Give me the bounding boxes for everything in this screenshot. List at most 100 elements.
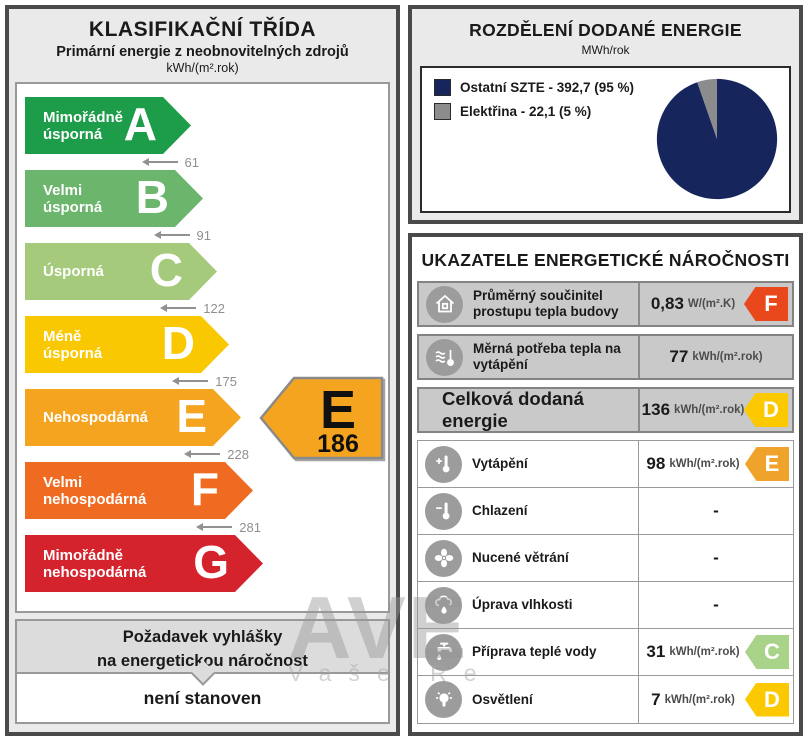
indicator-label: Osvětlení: [472, 691, 533, 707]
house-icon: [426, 285, 463, 323]
class-badge: E: [745, 447, 789, 481]
legend-label: Ostatní SZTE - 392,7 (95 %): [460, 80, 635, 95]
indicator-label-cell: Osvětlení: [418, 676, 639, 723]
rating-arrow-shape: [259, 376, 384, 460]
indicator-unit: W/(m².K): [687, 298, 736, 310]
indicator-row: Měrná potřeba tepla na vytápění 77 kWh/(…: [417, 334, 794, 380]
class-letter: E: [176, 389, 207, 442]
indicator-value-cell: 98 kWh/(m².rok) E: [639, 441, 793, 487]
indicator-value: 31: [646, 642, 666, 661]
panel-subtitle: Primární energie z neobnovitelných zdroj…: [56, 44, 349, 60]
energy-distribution-header: ROZDĚLENÍ DODANÉ ENERGIE MWh/rok: [412, 9, 799, 57]
indicator-label: Celková dodaná energie: [442, 388, 584, 431]
pie-chart: [656, 78, 778, 200]
indicators-panel: UKAZATELE ENERGETICKÉ NÁROČNOSTI Průměrn…: [408, 233, 803, 736]
class-label: Mimořádně úsporná: [43, 108, 124, 143]
class-threshold: 228: [25, 446, 249, 462]
indicator-value: -: [713, 501, 719, 520]
indicator-row: Chlazení -: [418, 488, 793, 535]
indicator-value-cell: -: [639, 488, 793, 534]
legend-swatch: [434, 79, 451, 96]
indicator-value: -: [713, 595, 719, 614]
hot-water-icon: [425, 633, 462, 671]
left-arrow-icon: [184, 450, 221, 458]
classification-panel: KLASIFIKAČNÍ TŘÍDA Primární energie z ne…: [5, 5, 400, 736]
left-arrow-icon: [141, 158, 178, 166]
class-label: Úsporná: [43, 263, 104, 280]
indicator-value-cell: -: [639, 535, 793, 581]
indicator-value: 77: [669, 347, 689, 366]
indicator-label: Chlazení: [472, 503, 528, 518]
threshold-value: 228: [227, 446, 249, 462]
class-label: Nehospodárná: [43, 409, 149, 426]
indicator-row: Osvětlení 7 kWh/(m².rok) D: [418, 676, 793, 723]
pie-slice-Ostatní SZTE: [656, 78, 778, 200]
class-letter: A: [123, 97, 157, 150]
fan-icon: [425, 539, 462, 577]
indicator-unit: kWh/(m².rok): [669, 646, 740, 658]
indicator-unit: kWh/(m².rok): [674, 404, 745, 416]
indicator-row: Příprava teplé vody 31 kWh/(m².rok) C: [418, 629, 793, 676]
class-label: Velmi úsporná: [43, 181, 103, 216]
indicator-label-cell: Celková dodaná energie: [419, 388, 640, 431]
requirement-line1: Požadavek vyhlášky: [122, 628, 283, 646]
indicator-label-cell: Nucené větrání: [418, 535, 639, 581]
class-badge: D: [744, 393, 788, 427]
heating-waves-icon: [426, 338, 463, 376]
indicator-row: Průměrný součinitel prostupu tepla budov…: [417, 281, 794, 327]
class-badge: C: [745, 635, 789, 669]
threshold-value: 281: [239, 519, 261, 535]
class-letter: G: [193, 535, 229, 588]
left-arrow-icon: [172, 377, 209, 385]
indicator-unit: kWh/(m².rok): [692, 351, 763, 363]
class-arrow-d: Méně úsporná D: [25, 316, 229, 373]
indicator-value-cell: 136 kWh/(m².rok) D: [640, 389, 792, 431]
indicator-value: -: [713, 548, 719, 567]
classification-header: KLASIFIKAČNÍ TŘÍDA Primární energie z ne…: [9, 9, 396, 75]
threshold-value: 91: [196, 227, 211, 243]
indicator-label-cell: Měrná potřeba tepla na vytápění: [419, 336, 640, 378]
class-threshold: 281: [25, 519, 261, 535]
class-arrow-e: Nehospodárná E: [25, 389, 241, 446]
requirement-box: Požadavek vyhlášky na energetickou nároč…: [15, 619, 390, 686]
energy-distribution-panel: ROZDĚLENÍ DODANÉ ENERGIE MWh/rok Ostatní…: [408, 5, 803, 224]
thermometer-minus-icon: [425, 492, 462, 530]
class-letter: D: [161, 316, 195, 369]
threshold-value: 61: [184, 154, 199, 170]
class-threshold: 91: [25, 227, 211, 243]
rating-indicator: E 186: [259, 376, 384, 460]
class-scale-box: Mimořádně úsporná A 61 Velmi úsporná B 9…: [15, 82, 390, 613]
indicator-label: Průměrný součinitel prostupu tepla budov…: [473, 288, 619, 319]
class-threshold: 122: [25, 300, 225, 316]
threshold-value: 175: [215, 373, 237, 389]
indicator-label-cell: Úprava vlhkosti: [418, 582, 639, 628]
indicator-label: Vytápění: [472, 456, 528, 471]
panel-title: KLASIFIKAČNÍ TŘÍDA: [88, 18, 317, 41]
indicator-label-cell: Průměrný součinitel prostupu tepla budov…: [419, 283, 640, 325]
class-label: Mimořádně nehospodárná: [43, 546, 147, 581]
pie-chart-box: Ostatní SZTE - 392,7 (95 %) Elektřina - …: [420, 66, 791, 213]
class-badge: D: [745, 682, 789, 717]
panel-title: UKAZATELE ENERGETICKÉ NÁROČNOSTI: [421, 250, 790, 270]
indicator-value-cell: -: [639, 582, 793, 628]
indicator-label: Měrná potřeba tepla na vytápění: [473, 341, 621, 372]
indicator-unit: kWh/(m².rok): [669, 458, 740, 470]
indicator-row: Celková dodaná energie 136 kWh/(m².rok) …: [417, 387, 794, 433]
class-letter: F: [190, 462, 219, 515]
class-threshold: 175: [25, 373, 237, 389]
pie-legend: Ostatní SZTE - 392,7 (95 %) Elektřina - …: [434, 79, 634, 127]
humidity-icon: [425, 586, 462, 624]
left-arrow-icon: [160, 304, 197, 312]
panel-unit: MWh/rok: [581, 43, 630, 57]
class-arrow-b: Velmi úsporná B: [25, 170, 203, 227]
indicator-label: Příprava teplé vody: [472, 644, 597, 659]
indicator-value: 7: [651, 689, 661, 709]
indicator-label-cell: Vytápění: [418, 441, 639, 487]
panel-title: ROZDĚLENÍ DODANÉ ENERGIE: [469, 20, 742, 40]
indicator-value: 98: [646, 454, 666, 473]
class-label: Velmi nehospodárná: [43, 473, 147, 508]
indicator-label-cell: Příprava teplé vody: [418, 629, 639, 675]
class-letter: B: [135, 170, 169, 223]
indicator-value: 0,83: [650, 294, 684, 313]
rating-letter: E: [320, 380, 356, 440]
